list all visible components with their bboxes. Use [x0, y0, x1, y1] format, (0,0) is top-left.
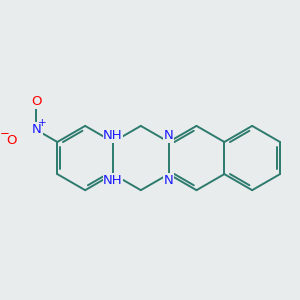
Text: +: +	[38, 118, 46, 128]
Text: NH: NH	[103, 174, 123, 187]
Text: −: −	[0, 127, 9, 140]
Text: O: O	[7, 134, 17, 147]
Text: N: N	[164, 129, 173, 142]
Text: NH: NH	[103, 129, 123, 142]
Text: N: N	[164, 174, 173, 187]
Text: N: N	[32, 123, 41, 136]
Text: O: O	[31, 95, 42, 108]
